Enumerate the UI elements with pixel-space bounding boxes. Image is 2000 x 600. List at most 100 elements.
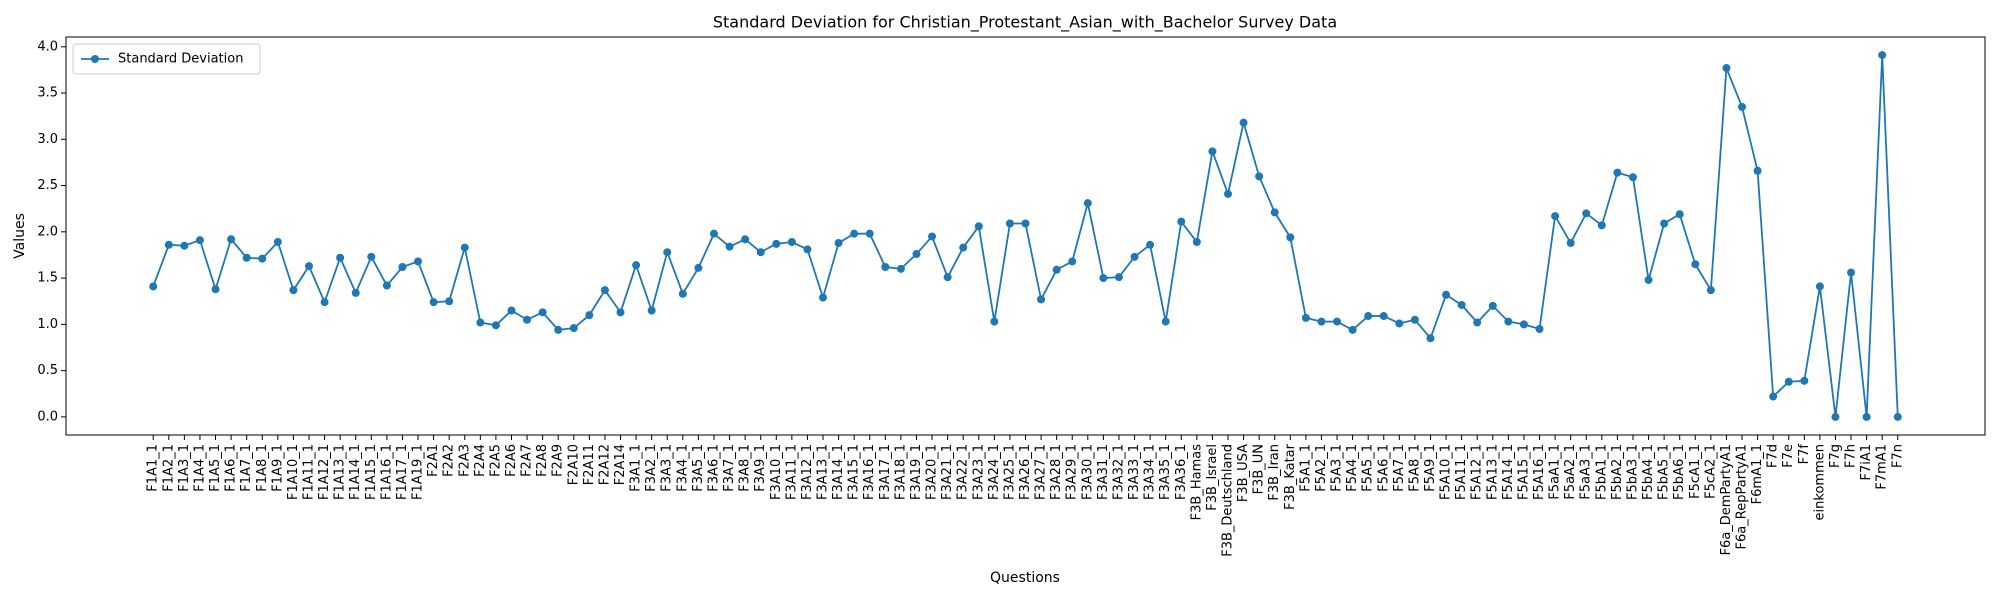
marker: [242, 253, 251, 262]
marker: [476, 318, 485, 327]
marker: [1099, 274, 1108, 283]
x-tick-label: F1A6_1: [224, 444, 239, 492]
marker: [149, 282, 158, 291]
x-tick-label: F2A8: [535, 444, 550, 477]
x-tick-label: einkommen: [1812, 444, 1827, 520]
marker: [273, 238, 282, 247]
marker: [1893, 412, 1902, 421]
x-tick-label: F2A4: [473, 444, 488, 477]
x-tick-label: F3A24_1: [987, 444, 1002, 500]
x-tick-label: F3A34_1: [1143, 444, 1158, 500]
x-tick-label: F3A26_1: [1018, 444, 1033, 500]
marker: [663, 248, 672, 257]
marker: [554, 325, 563, 334]
x-tick-label: F3A31_1: [1096, 444, 1111, 500]
y-tick-label: 4.0: [37, 39, 58, 54]
marker: [1426, 334, 1435, 343]
x-tick-label: F6a_DemPartyA1: [1719, 444, 1734, 555]
marker: [320, 298, 329, 307]
x-tick-label: F5A7_1: [1392, 444, 1407, 492]
x-tick-label: F7g: [1828, 444, 1843, 468]
marker: [616, 308, 625, 317]
marker: [1706, 286, 1715, 295]
marker: [1052, 265, 1061, 274]
marker: [211, 285, 220, 294]
marker: [1628, 173, 1637, 182]
marker: [445, 297, 454, 306]
x-tick-label: F1A13_1: [333, 444, 348, 500]
marker: [1535, 324, 1544, 333]
x-tick-label: F2A3: [457, 444, 472, 477]
line: [152, 55, 1899, 418]
marker: [1800, 376, 1809, 385]
marker: [959, 243, 968, 252]
marker: [1379, 312, 1388, 321]
marker: [974, 222, 983, 231]
x-tick-label: F7d: [1766, 444, 1781, 468]
x-tick-label: F3A15_1: [847, 444, 862, 500]
x-tick-label: F5bA4_1: [1641, 444, 1656, 500]
x-tick-label: F6a_RepPartyA1: [1735, 444, 1750, 549]
marker: [1551, 212, 1560, 221]
x-tick-label: F3A28_1: [1049, 444, 1064, 500]
marker: [1878, 51, 1887, 60]
marker: [834, 238, 843, 247]
x-tick-label: F3A5_1: [691, 444, 706, 492]
marker: [1348, 325, 1357, 334]
x-tick-label: F3A23_1: [971, 444, 986, 500]
x-tick-label: F3A27_1: [1034, 444, 1049, 500]
marker: [741, 235, 750, 244]
y-tick-label: 2.0: [37, 224, 58, 239]
marker: [1130, 252, 1139, 261]
x-tick-label: F5A11_1: [1454, 444, 1469, 500]
marker: [1722, 64, 1731, 73]
x-tick-label: F2A1: [426, 444, 441, 477]
marker: [1473, 318, 1482, 327]
marker: [227, 235, 236, 244]
x-tick-label: F5bA2_1: [1610, 444, 1625, 500]
marker: [164, 240, 173, 249]
marker: [1301, 313, 1310, 322]
x-tick-label: F3B_Israel: [1205, 444, 1220, 511]
x-tick-label: F7iA1: [1859, 444, 1874, 481]
marker: [600, 286, 609, 295]
x-tick-label: F5A13_1: [1485, 444, 1500, 500]
x-tick-label: F5bA5_1: [1657, 444, 1672, 500]
marker: [491, 321, 500, 330]
marker: [1815, 282, 1824, 291]
marker: [1691, 260, 1700, 269]
marker: [881, 262, 890, 271]
x-tick-label: F5bA3_1: [1625, 444, 1640, 500]
marker: [1519, 320, 1528, 329]
marker: [414, 257, 423, 266]
marker: [1208, 147, 1217, 156]
marker: [1021, 219, 1030, 228]
x-tick-label: F1A12_1: [317, 444, 332, 500]
x-tick-label: F3A8_1: [738, 444, 753, 492]
x-tick-label: F3A11_1: [784, 444, 799, 500]
marker: [803, 245, 812, 254]
x-tick-label: F2A12: [597, 444, 612, 485]
marker: [1161, 317, 1170, 326]
x-tick-label: F3A36_1: [1174, 444, 1189, 500]
x-tick-label: F1A15_1: [364, 444, 379, 500]
x-tick-label: F1A10_1: [286, 444, 301, 500]
chart-title: Standard Deviation for Christian_Protest…: [713, 13, 1337, 33]
x-tick-label: F2A5: [488, 444, 503, 477]
x-tick-label: F3A1_1: [629, 444, 644, 492]
x-tick-label: F5A14_1: [1501, 444, 1516, 500]
x-tick-label: F3A20_1: [925, 444, 940, 500]
marker: [585, 311, 594, 320]
x-tick-label: F3A16_1: [862, 444, 877, 500]
marker: [304, 262, 313, 271]
marker: [336, 253, 345, 262]
marker: [1847, 268, 1856, 277]
marker: [1286, 233, 1295, 242]
y-tick-label: 0.5: [37, 363, 58, 378]
marker: [1146, 240, 1155, 249]
marker: [523, 315, 532, 324]
x-tick-label: F5A15_1: [1516, 444, 1531, 500]
legend-label: Standard Deviation: [118, 52, 243, 67]
x-tick-label: F2A9: [551, 444, 566, 477]
marker: [647, 306, 656, 315]
